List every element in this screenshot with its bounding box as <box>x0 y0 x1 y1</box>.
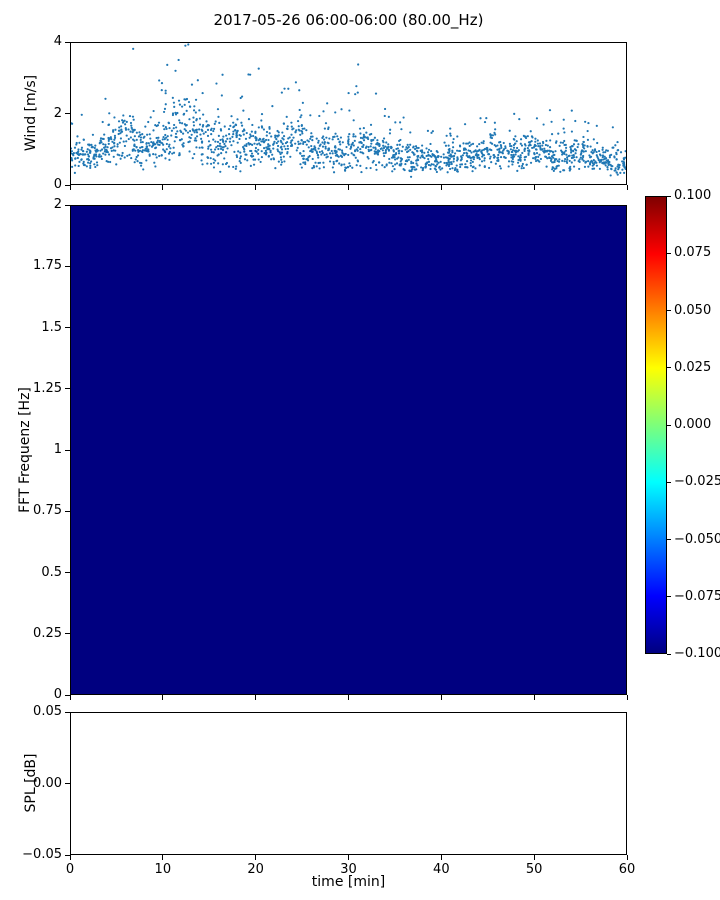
y-tick-label: 1.75 <box>33 258 62 274</box>
x-tick-mark <box>162 855 164 860</box>
y-tick-label: 0 <box>53 687 62 702</box>
y-tick-label: 0.25 <box>33 625 62 641</box>
wind-scatter-plot <box>70 42 627 185</box>
colorbar-tick-label: −0.050 <box>674 531 720 547</box>
x-tick-mark <box>533 695 535 700</box>
y-tick-mark <box>65 449 70 451</box>
x-tick-label: 20 <box>247 862 264 877</box>
y-tick-mark <box>65 572 70 573</box>
x-tick-mark <box>348 185 349 190</box>
x-tick-mark <box>348 695 349 700</box>
colorbar-gradient <box>646 197 666 653</box>
x-tick-mark <box>440 855 442 860</box>
colorbar-tick-mark <box>667 653 671 655</box>
colorbar-tick-mark <box>667 252 671 254</box>
y-tick-label: 4 <box>53 34 62 49</box>
fft-y-axis-label: FFT Frequenz [Hz] <box>17 387 33 513</box>
colorbar-tick-label: 0.000 <box>674 417 712 432</box>
x-tick-mark <box>255 855 257 860</box>
y-tick-label: 0.05 <box>33 704 62 719</box>
x-tick-label: 40 <box>433 862 450 877</box>
x-tick-label: 50 <box>525 862 543 877</box>
x-tick-mark <box>69 185 71 190</box>
colorbar-tick-label: −0.075 <box>674 588 720 604</box>
x-tick-mark <box>626 855 628 860</box>
y-tick-label: 1 <box>53 442 62 457</box>
colorbar <box>645 196 667 654</box>
x-tick-mark <box>533 185 535 190</box>
fft-spectrogram-plot <box>70 205 627 695</box>
y-tick-mark <box>65 711 70 713</box>
colorbar-tick-label: 0.025 <box>674 359 712 375</box>
x-axis-label: time [min] <box>311 874 386 890</box>
x-tick-label: 30 <box>340 862 357 877</box>
y-tick-mark <box>65 783 70 784</box>
x-tick-mark <box>255 185 257 190</box>
wind-scatter-canvas <box>71 43 626 178</box>
y-tick-mark <box>65 388 70 390</box>
x-tick-mark <box>440 185 442 190</box>
y-tick-label: −0.05 <box>22 847 62 862</box>
x-tick-label: 60 <box>618 862 636 877</box>
colorbar-tick-mark <box>667 481 671 483</box>
colorbar-tick-label: −0.025 <box>674 474 720 490</box>
y-tick-mark <box>65 510 70 512</box>
figure-title: 2017-05-26 06:00-06:00 (80.00_Hz) <box>213 11 484 29</box>
colorbar-tick-mark <box>667 424 671 426</box>
wind-y-axis-label: Wind [m/s] <box>23 74 39 152</box>
x-tick-label: 0 <box>65 862 75 877</box>
y-tick-mark <box>65 694 70 696</box>
colorbar-tick-mark <box>667 596 671 598</box>
x-tick-mark <box>162 185 164 190</box>
y-tick-mark <box>65 854 70 856</box>
colorbar-tick-mark <box>667 195 671 197</box>
y-tick-mark <box>65 633 70 635</box>
y-tick-mark <box>65 113 70 114</box>
x-tick-mark <box>533 855 535 860</box>
y-tick-label: 0.75 <box>33 503 62 519</box>
x-tick-label: 10 <box>154 862 172 877</box>
x-tick-mark <box>69 695 71 700</box>
x-tick-mark <box>626 185 628 190</box>
x-tick-mark <box>255 695 257 700</box>
y-tick-mark <box>65 41 70 43</box>
y-tick-label: 1.25 <box>33 380 62 396</box>
colorbar-tick-label: −0.100 <box>674 646 720 661</box>
colorbar-tick-mark <box>667 310 671 311</box>
y-tick-label: 0 <box>53 177 62 192</box>
y-tick-label: 0.00 <box>33 775 62 791</box>
colorbar-tick-label: 0.050 <box>674 302 712 318</box>
colorbar-tick-label: 0.100 <box>674 188 712 203</box>
y-tick-label: 2 <box>53 105 62 121</box>
colorbar-tick-mark <box>667 367 671 369</box>
colorbar-tick-mark <box>667 539 671 540</box>
y-tick-label: 0.5 <box>41 564 62 580</box>
x-tick-mark <box>162 695 164 700</box>
colorbar-tick-label: 0.075 <box>674 245 712 261</box>
y-tick-mark <box>65 327 70 328</box>
x-tick-mark <box>69 855 71 860</box>
x-tick-mark <box>440 695 442 700</box>
x-tick-mark <box>348 855 349 860</box>
y-tick-label: 2 <box>53 197 62 212</box>
y-tick-mark <box>65 184 70 186</box>
spl-plot <box>70 712 627 855</box>
x-tick-mark <box>626 695 628 700</box>
y-tick-label: 1.5 <box>41 319 62 335</box>
y-tick-mark <box>65 204 70 206</box>
y-tick-mark <box>65 265 70 267</box>
